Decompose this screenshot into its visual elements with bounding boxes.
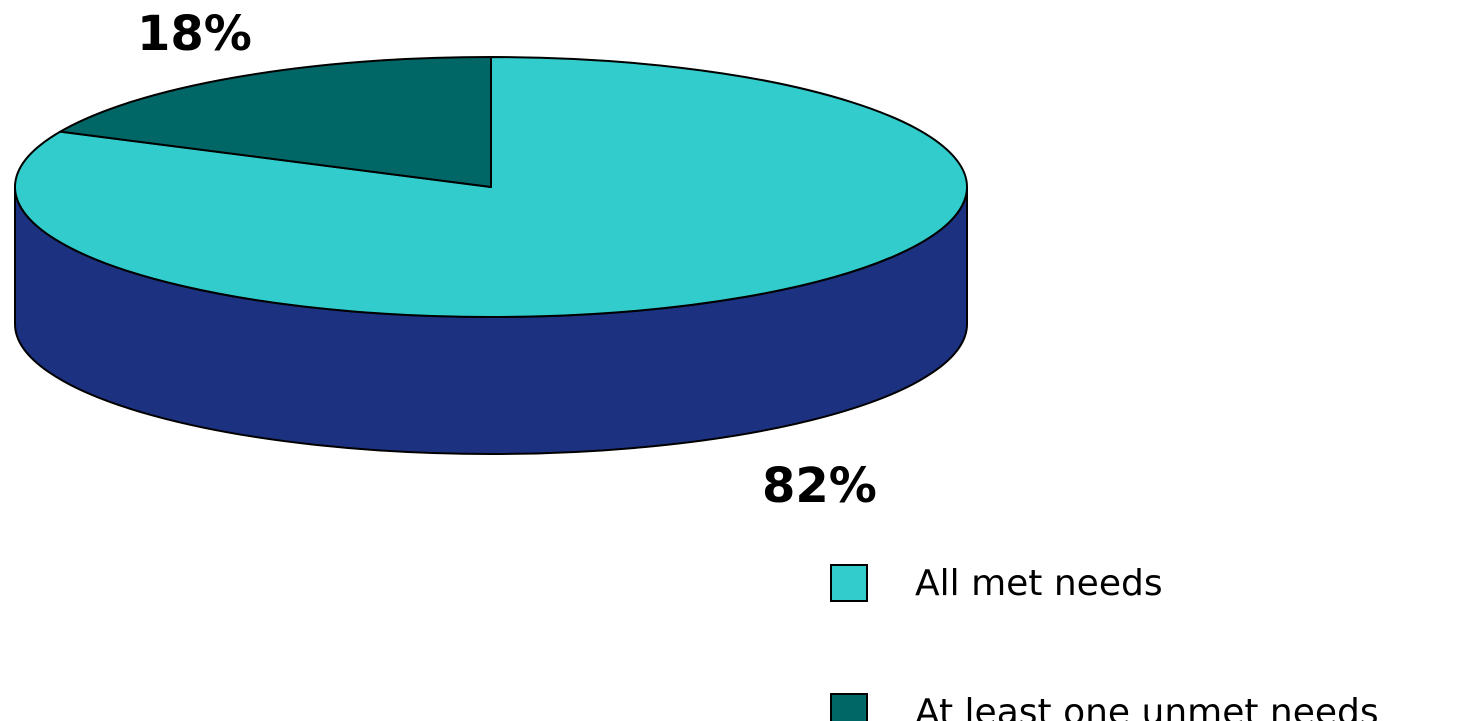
pie-slice-1: [59, 56, 492, 188]
legend-swatch-unmet: [830, 693, 868, 721]
pie-top-group: [14, 56, 968, 318]
legend-label-all-met: All met needs: [915, 563, 1163, 604]
data-label-unmet: 18%: [137, 6, 252, 62]
data-label-all-met: 82%: [762, 458, 877, 514]
legend-swatch-all-met: [830, 564, 868, 602]
legend-label-unmet: At least one unmet needs: [915, 692, 1379, 721]
